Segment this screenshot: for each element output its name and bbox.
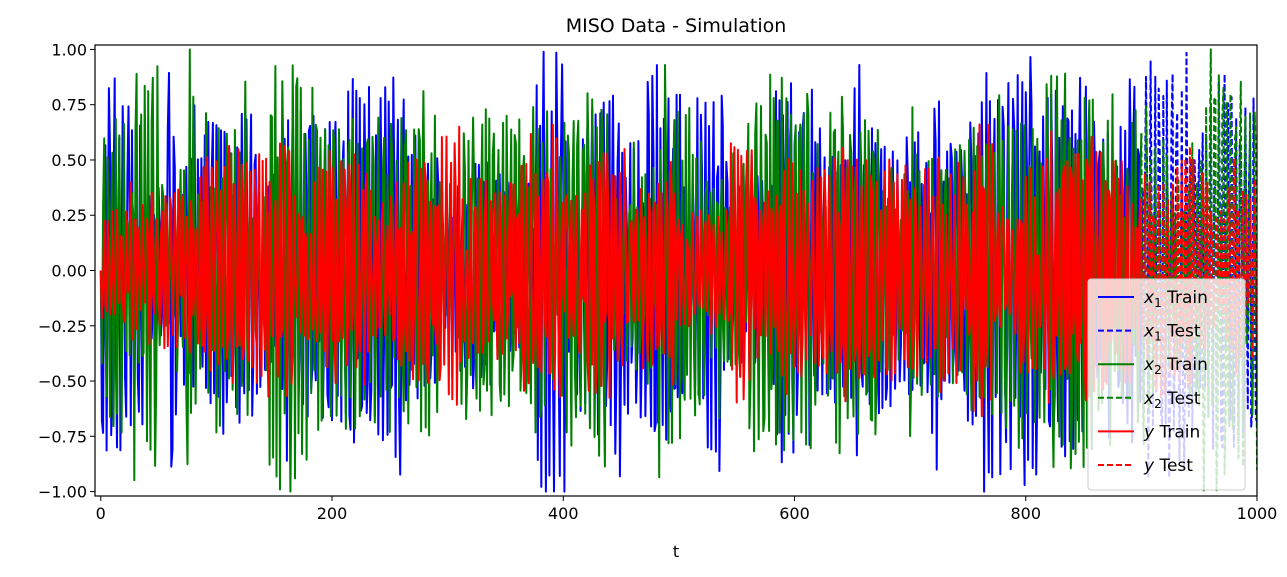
x-tick-label: 1000: [1237, 504, 1278, 523]
x-tick-label: 600: [779, 504, 810, 523]
legend-label: y Test: [1143, 456, 1193, 476]
legend-label: x2 Train: [1143, 355, 1208, 377]
y-tick-label: −0.25: [38, 317, 87, 336]
series-line-y-test: [1140, 145, 1257, 399]
plot-area: [99, 48, 1257, 493]
legend-label: x1 Test: [1143, 322, 1201, 344]
legend-label: x2 Test: [1143, 389, 1201, 411]
legend-box: [1087, 278, 1246, 491]
x-tick-label: 200: [317, 504, 348, 523]
chart-title: MISO Data - Simulation: [566, 15, 787, 37]
x-tick-label: 800: [1010, 504, 1041, 523]
y-tick-label: 0.00: [51, 262, 87, 281]
y-axis: −1.00 −0.75 −0.50 −0.25 0.00 0.25 0.50 0.75 1.00: [38, 40, 95, 502]
y-tick-label: −0.75: [38, 427, 87, 446]
x-tick-label: 0: [96, 504, 106, 523]
legend: x1 Train x1 Test x2 Train x2 Test y Train y T…: [1087, 278, 1246, 491]
legend-label: x1 Train: [1143, 288, 1208, 310]
y-tick-label: 0.50: [51, 151, 87, 170]
y-tick-label: −1.00: [38, 483, 87, 502]
y-tick-label: 0.25: [51, 206, 87, 225]
series-line-y-train: [99, 123, 1143, 418]
x-axis: 0 200 400 600 800 1000: [96, 496, 1278, 523]
y-tick-label: 0.75: [51, 96, 87, 115]
legend-label: y Train: [1143, 422, 1200, 442]
x-tick-label: 400: [548, 504, 579, 523]
x-axis-label: t: [673, 542, 679, 561]
y-tick-label: 1.00: [51, 40, 87, 59]
y-tick-label: −0.50: [38, 372, 87, 391]
